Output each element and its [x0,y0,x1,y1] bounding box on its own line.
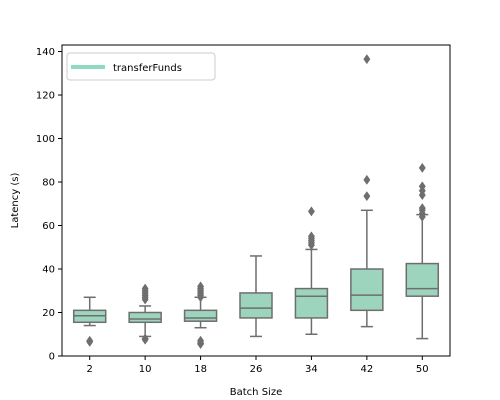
box-iqr [128,311,162,324]
box-2 [72,296,107,347]
outlier-point [197,339,205,350]
outlier-point [307,206,315,217]
legend-frame [66,52,216,81]
y-tick-label: 100 [36,134,55,145]
x-tick-label: 42 [360,364,373,375]
outlier-point [363,174,371,185]
outlier-point [141,334,149,345]
legend: transferFunds [66,52,216,81]
outlier-point [141,283,149,294]
y-tick-label: 60 [42,221,55,232]
y-tick-label: 20 [42,308,55,319]
x-tick-label: 2 [87,364,93,375]
box-iqr [350,268,384,312]
outlier-point [418,162,426,173]
x-tick-label: 50 [416,364,429,375]
box-42 [350,54,384,328]
boxes-layer [72,54,440,350]
y-tick-label: 40 [42,265,55,276]
legend-label: transferFunds [113,63,182,74]
y-tick-label: 120 [36,91,55,102]
y-axis-label: Latency (s) [10,173,21,229]
x-tick-label: 26 [250,364,263,375]
box-10 [128,283,162,345]
x-tick-label: 34 [305,364,318,375]
box-26 [239,255,273,338]
outlier-point [363,191,371,202]
box-50 [405,162,440,340]
box-34 [294,206,329,336]
box-iqr [183,309,218,322]
outlier-point [197,281,205,292]
outlier-point [86,336,94,347]
outlier-point [363,54,371,65]
box-iqr [294,287,329,319]
y-tick-label: 0 [49,352,55,363]
x-axis: 2 10 18 26 34 42 50 [87,356,429,375]
x-tick-label: 18 [194,364,207,375]
box-iqr [405,262,440,297]
x-axis-label: Batch Size [230,387,282,398]
outlier-point [418,181,426,192]
y-tick-label: 140 [36,47,55,58]
box-iqr [239,292,273,319]
y-axis: 0 20 40 60 80 100 120 140 [36,47,62,363]
outlier-point [307,231,315,242]
y-tick-label: 80 [42,178,55,189]
box-18 [183,281,218,350]
x-tick-label: 10 [139,364,152,375]
outlier-point [418,203,426,214]
